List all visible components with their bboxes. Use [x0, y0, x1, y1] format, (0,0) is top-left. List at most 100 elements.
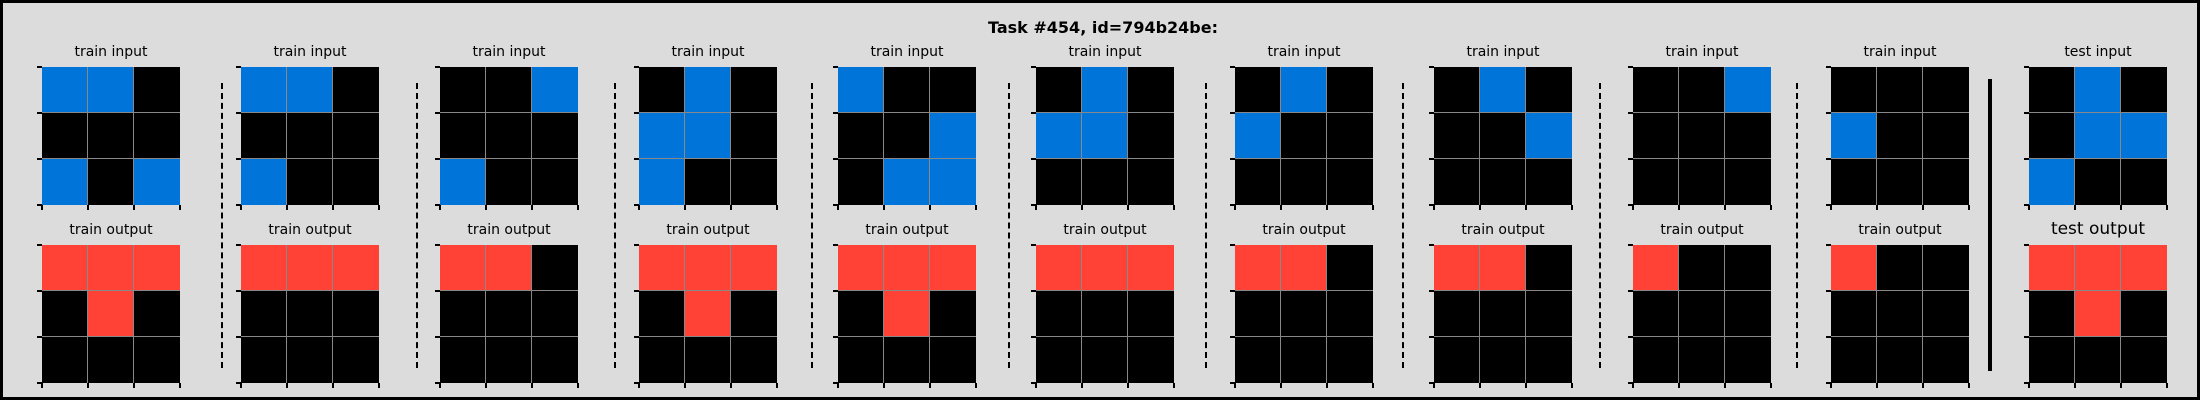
- grid-cell: [1281, 67, 1327, 113]
- train-input-grid: [440, 67, 578, 205]
- grid-cell: [685, 67, 731, 113]
- axis-tick: [1031, 244, 1036, 246]
- grid-cell: [1877, 291, 1923, 337]
- grid-cell: [486, 113, 532, 159]
- grid-cell: [884, 245, 930, 291]
- dashed-separator: [614, 83, 616, 368]
- grid-cell: [1036, 159, 1082, 205]
- grid-cell: [486, 291, 532, 337]
- grid-cell: [1480, 67, 1526, 113]
- grid-cell: [88, 67, 134, 113]
- train-output-label: train output: [1224, 222, 1384, 238]
- dashed-separator: [1402, 83, 1404, 368]
- axis-tick: [236, 112, 241, 114]
- axis-tick: [236, 158, 241, 160]
- grid-cell: [2121, 67, 2167, 113]
- axis-tick: [1826, 112, 1831, 114]
- grid-cell: [287, 291, 333, 337]
- grid-cell: [1235, 67, 1281, 113]
- axis-tick: [975, 383, 977, 388]
- axis-tick: [833, 66, 838, 68]
- axis-tick: [1173, 205, 1175, 210]
- grid-cell: [1327, 245, 1373, 291]
- train-output-grid: [42, 245, 180, 383]
- train-input-label: train input: [230, 44, 390, 60]
- train-input-grid: [42, 67, 180, 205]
- axis-tick: [87, 205, 89, 210]
- grid-cell: [1526, 67, 1572, 113]
- axis-tick: [2024, 66, 2029, 68]
- grid-cell: [42, 67, 88, 113]
- grid-cell: [440, 245, 486, 291]
- train-output-grid: [1633, 245, 1771, 383]
- axis-tick: [1230, 158, 1235, 160]
- grid-cell: [2075, 159, 2121, 205]
- grid-cell: [884, 337, 930, 383]
- axis-tick: [2024, 290, 2029, 292]
- grid-cell: [1725, 159, 1771, 205]
- grid-cell: [1679, 337, 1725, 383]
- grid-cell: [1082, 159, 1128, 205]
- grid-cell: [1923, 337, 1969, 383]
- grid-cell: [685, 245, 731, 291]
- grid-cell: [134, 113, 180, 159]
- axis-tick: [1372, 205, 1374, 210]
- axis-tick: [1479, 383, 1481, 388]
- grid-cell: [241, 245, 287, 291]
- axis-tick: [2024, 158, 2029, 160]
- grid-cell: [1327, 159, 1373, 205]
- train-input-label: train input: [1224, 44, 1384, 60]
- grid-cell: [1633, 159, 1679, 205]
- grid-cell: [42, 337, 88, 383]
- grid-cell: [1036, 291, 1082, 337]
- test-separator: [1988, 79, 1992, 371]
- axis-tick: [435, 204, 440, 206]
- grid-cell: [1128, 337, 1174, 383]
- axis-tick: [1628, 66, 1633, 68]
- grid-cell: [2029, 291, 2075, 337]
- dashed-separator: [1008, 83, 1010, 368]
- grid-cell: [1128, 291, 1174, 337]
- grid-cell: [685, 337, 731, 383]
- axis-tick: [776, 205, 778, 210]
- grid-cell: [1923, 67, 1969, 113]
- axis-tick: [1429, 112, 1434, 114]
- axis-tick: [435, 112, 440, 114]
- grid-cell: [486, 337, 532, 383]
- axis-tick: [2120, 205, 2122, 210]
- axis-tick: [1628, 336, 1633, 338]
- axis-tick: [179, 205, 181, 210]
- axis-tick: [2074, 383, 2076, 388]
- grid-cell: [2029, 113, 2075, 159]
- axis-tick: [634, 158, 639, 160]
- grid-cell: [1480, 337, 1526, 383]
- axis-tick: [1173, 383, 1175, 388]
- grid-cell: [333, 337, 379, 383]
- grid-cell: [333, 67, 379, 113]
- axis-tick: [1429, 158, 1434, 160]
- grid-cell: [1633, 113, 1679, 159]
- grid-cell: [1281, 113, 1327, 159]
- axis-tick: [37, 382, 42, 384]
- grid-cell: [287, 113, 333, 159]
- grid-cell: [134, 337, 180, 383]
- grid-cell: [1128, 113, 1174, 159]
- axis-tick: [883, 383, 885, 388]
- train-input-grid: [1831, 67, 1969, 205]
- grid-cell: [2121, 291, 2167, 337]
- grid-cell: [1633, 291, 1679, 337]
- grid-cell: [241, 159, 287, 205]
- grid-cell: [838, 291, 884, 337]
- grid-cell: [1235, 245, 1281, 291]
- axis-tick: [2166, 383, 2168, 388]
- axis-tick: [87, 383, 89, 388]
- axis-tick: [2074, 205, 2076, 210]
- axis-tick: [1429, 382, 1434, 384]
- grid-cell: [884, 291, 930, 337]
- axis-tick: [577, 205, 579, 210]
- train-output-label: train output: [1423, 222, 1583, 238]
- axis-tick: [1628, 382, 1633, 384]
- grid-cell: [1235, 291, 1281, 337]
- grid-cell: [1877, 337, 1923, 383]
- grid-cell: [1036, 67, 1082, 113]
